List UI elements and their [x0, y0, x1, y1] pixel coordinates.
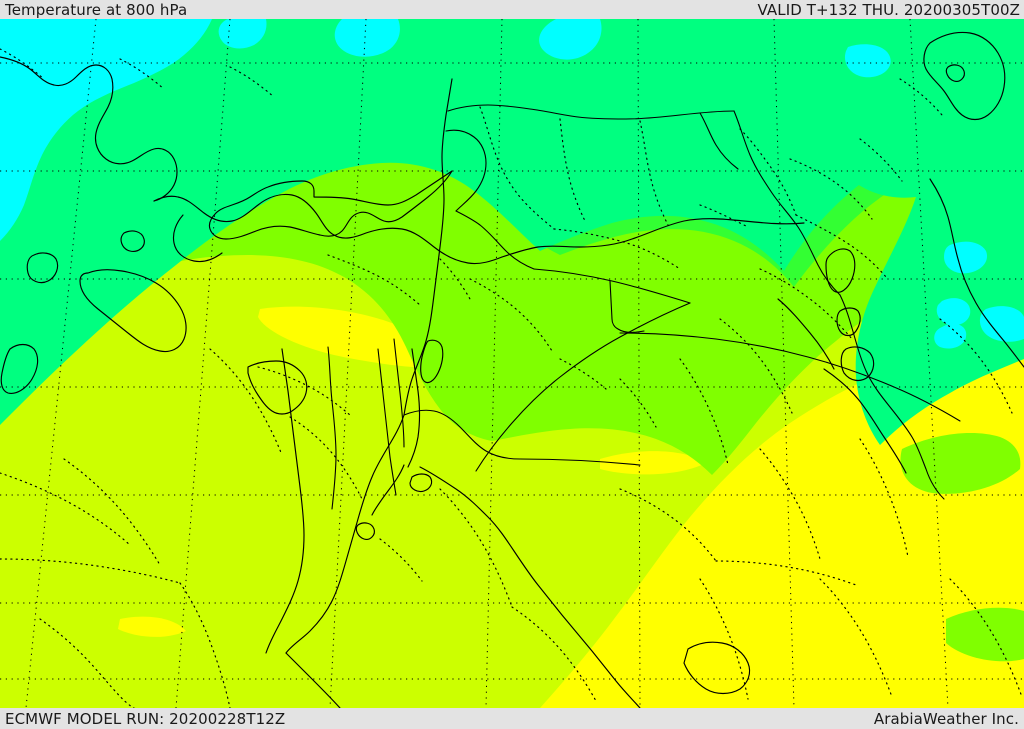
coast-levant — [403, 78, 453, 416]
island-redsea-a — [355, 522, 375, 540]
valid-time-label: VALID T+132 THU. 20200305T00Z — [757, 1, 1020, 19]
coast-gulf-aqaba — [407, 348, 421, 468]
coast-turkey-west — [153, 193, 503, 265]
coast-nile-valley-west — [265, 348, 305, 654]
island-caspian-small — [945, 64, 965, 82]
map-canvas — [0, 19, 1024, 708]
island-aegean-c — [0, 343, 39, 394]
border-egypt-sudan-line — [519, 458, 641, 466]
band-bright-green-blob2 — [946, 607, 1024, 662]
band-yellow-tongue-e — [600, 451, 706, 475]
border-jordan-israel — [403, 409, 521, 460]
coast-redsea-west — [285, 652, 341, 708]
band-spring-green — [0, 19, 1024, 425]
coast-turkey-south — [501, 218, 805, 258]
provider-attribution: ArabiaWeather Inc. — [873, 710, 1019, 728]
island-tiran — [409, 473, 433, 493]
island-aegean-b — [120, 230, 145, 252]
page-title: Temperature at 800 hPa — [5, 1, 188, 19]
band-cyan-patch-c — [539, 19, 602, 60]
border-lebanon-syria — [445, 129, 487, 212]
coast-jeddah-bay — [683, 641, 751, 695]
band-yellow-patch-gulf — [881, 654, 921, 685]
coast-nile-delta — [247, 360, 308, 415]
border-jordan-saudi-east — [609, 280, 645, 333]
coast-aegean — [0, 56, 178, 202]
border-syria-turkey — [447, 104, 735, 120]
band-cyan-nw — [0, 19, 212, 241]
border-egypt-nile-south — [393, 338, 405, 448]
border-turkey-iraq-iran — [733, 110, 841, 296]
band-cyan-patch-b — [334, 19, 400, 57]
band-cyan-patch-i — [934, 323, 967, 349]
band-yellow-tongue-f — [118, 616, 186, 637]
coast-sinai-gulfsuez — [285, 414, 405, 654]
coast-qatar — [836, 307, 861, 337]
band-cyan-patch-f — [979, 306, 1024, 342]
border-saudi-iraq-neutral — [475, 302, 691, 472]
coast-blacksea-south — [172, 214, 223, 263]
band-cyan-patch-h — [844, 44, 891, 78]
border-jordan-saudi-north — [533, 268, 691, 304]
border-saudi-kuwait — [619, 332, 961, 422]
border-israel-egypt — [377, 348, 397, 496]
footer-bar: ECMWF MODEL RUN: 20200228T12Z ArabiaWeat… — [0, 708, 1024, 729]
border-turkey-syria-east — [699, 112, 739, 170]
island-aegean-a — [26, 252, 59, 284]
band-cyan-patch-e — [944, 241, 988, 274]
admin-boundaries — [0, 48, 1023, 708]
coast-caspian — [923, 31, 1006, 121]
coast-arabia-gulf — [777, 298, 835, 370]
band-cyan-patch-a — [218, 19, 267, 49]
island-crete — [79, 269, 187, 353]
island-cyprus — [208, 170, 453, 240]
header-bar: Temperature at 800 hPa VALID T+132 THU. … — [0, 0, 1024, 19]
coast-deadsea — [420, 339, 444, 384]
temperature-map[interactable] — [0, 19, 1024, 708]
model-run-label: ECMWF MODEL RUN: 20200228T12Z — [5, 710, 286, 728]
coast-persian-gulf-north — [823, 368, 907, 474]
border-iraq-iran-south — [839, 294, 945, 500]
coast-gulf-suez-east — [371, 464, 405, 516]
band-cyan-patch-d — [0, 53, 50, 90]
band-cyan-patch-g — [936, 298, 971, 326]
coast-iran-zagros — [929, 178, 1024, 368]
island-bahrain — [825, 248, 856, 293]
border-syria-jordan — [455, 210, 535, 270]
border-egypt-libya — [327, 346, 337, 510]
coast-redsea-east — [419, 466, 641, 708]
